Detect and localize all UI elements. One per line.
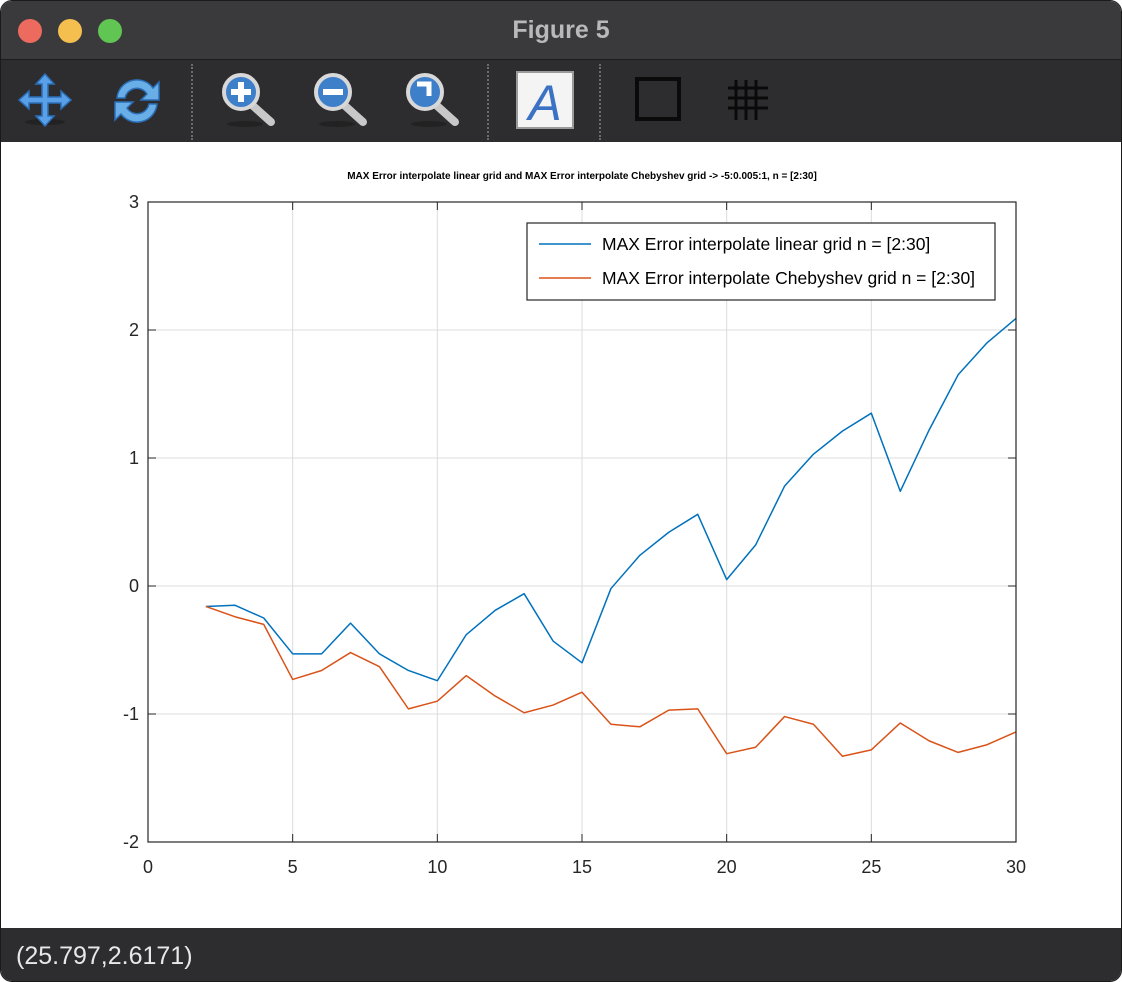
rotate-icon — [114, 79, 160, 123]
text-tool-glyph: A — [525, 75, 561, 131]
toolbar-separator — [487, 64, 489, 140]
toolbar-separator — [599, 64, 601, 140]
y-tick-label: 1 — [129, 448, 139, 468]
y-tick-label: 0 — [129, 576, 139, 596]
y-tick-label: -1 — [123, 704, 139, 724]
close-window-button[interactable] — [18, 19, 42, 43]
y-tick-label: 3 — [129, 192, 139, 212]
zoom-in-icon — [222, 73, 275, 127]
chart-ticks: 0 5 10 15 20 25 30 -2 -1 0 1 2 3 — [123, 192, 1026, 877]
zoom-out-icon — [314, 73, 367, 127]
zoom-in-tool-button[interactable] — [215, 68, 279, 132]
x-tick-label: 0 — [143, 857, 153, 877]
figure-toolbar: A — [1, 60, 1121, 142]
x-tick-label: 30 — [1006, 857, 1026, 877]
x-tick-label: 25 — [861, 857, 881, 877]
y-tick-label: 2 — [129, 320, 139, 340]
pan-tool-button[interactable] — [13, 68, 77, 132]
plot-canvas[interactable]: MAX Error interpolate linear grid and MA… — [1, 142, 1121, 928]
zoom-out-tool-button[interactable] — [307, 68, 371, 132]
minimize-window-button[interactable] — [58, 19, 82, 43]
pan-arrows-icon — [17, 72, 73, 128]
chart-title: MAX Error interpolate linear grid and MA… — [347, 171, 817, 182]
x-tick-label: 5 — [288, 857, 298, 877]
insert-text-tool-button[interactable]: A — [513, 68, 577, 132]
cursor-coordinates: (25.797,2.6171) — [16, 942, 193, 970]
y-tick-label: -2 — [123, 832, 139, 852]
x-tick-label: 15 — [572, 857, 592, 877]
text-a-icon: A — [516, 71, 574, 131]
legend-box — [526, 222, 996, 301]
title-bar: Figure 5 — [1, 1, 1121, 60]
toggle-grid-tool-button[interactable] — [718, 68, 782, 132]
status-bar: (25.797,2.6171) — [1, 928, 1121, 981]
series-linear-grid-line — [205, 317, 1017, 682]
zoom-reset-tool-button[interactable] — [399, 68, 463, 132]
maximize-window-button[interactable] — [98, 19, 122, 43]
toolbar-separator — [191, 64, 193, 140]
window-title: Figure 5 — [512, 16, 610, 44]
grid-icon — [728, 80, 768, 120]
series-chebyshev-grid-line — [205, 605, 1017, 757]
chart-legend[interactable]: MAX Error interpolate linear grid n = [2… — [526, 222, 996, 301]
legend-label: MAX Error interpolate linear grid n = [2… — [602, 234, 930, 254]
zoom-reset-icon — [406, 73, 459, 127]
rotate-tool-button[interactable] — [105, 68, 169, 132]
chart-series — [205, 317, 1017, 757]
x-tick-label: 10 — [427, 857, 447, 877]
legend-label: MAX Error interpolate Chebyshev grid n =… — [602, 268, 975, 288]
x-tick-label: 20 — [717, 857, 737, 877]
toggle-box-tool-button[interactable] — [626, 68, 690, 132]
box-icon — [635, 77, 681, 121]
line-chart[interactable]: MAX Error interpolate linear grid and MA… — [1, 142, 1121, 928]
